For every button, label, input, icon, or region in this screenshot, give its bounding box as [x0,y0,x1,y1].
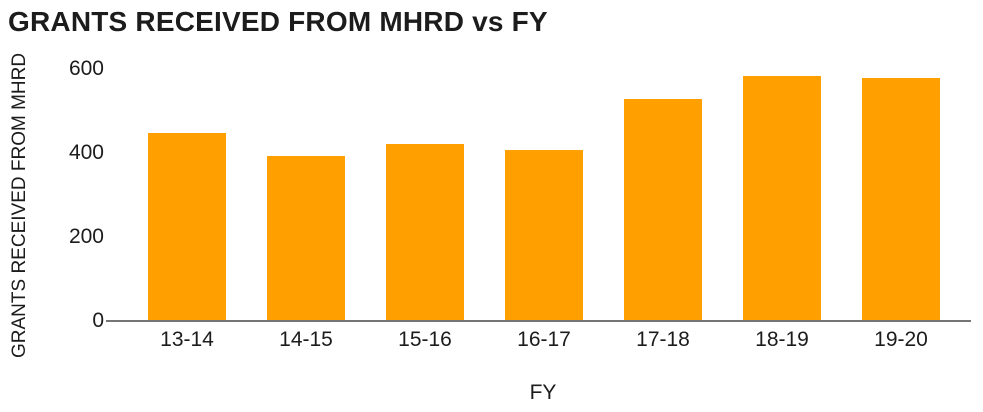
x-tick-label: 18-19 [755,328,809,351]
x-tick-label: 17-18 [636,328,690,351]
y-tick-label: 400 [68,141,104,164]
bar-15-16 [386,144,464,320]
bar-19-20 [862,78,940,320]
x-tick-label: 13-14 [160,328,214,351]
y-tick-label: 0 [92,309,104,332]
y-tick-label: 600 [68,57,104,80]
bar-16-17 [505,150,583,320]
x-tick-label: 14-15 [279,328,333,351]
x-tick-label: 19-20 [874,328,928,351]
x-tick-label: 15-16 [398,328,452,351]
x-axis-line [106,320,971,322]
bar-17-18 [624,99,702,320]
chart-title: GRANTS RECEIVED FROM MHRD vs FY [8,6,548,37]
bar-18-19 [743,76,821,320]
x-tick-label: 16-17 [517,328,571,351]
y-tick-label: 200 [68,225,104,248]
bar-14-15 [267,156,345,320]
x-axis-title: FY [529,381,557,404]
bar-13-14 [148,133,226,320]
